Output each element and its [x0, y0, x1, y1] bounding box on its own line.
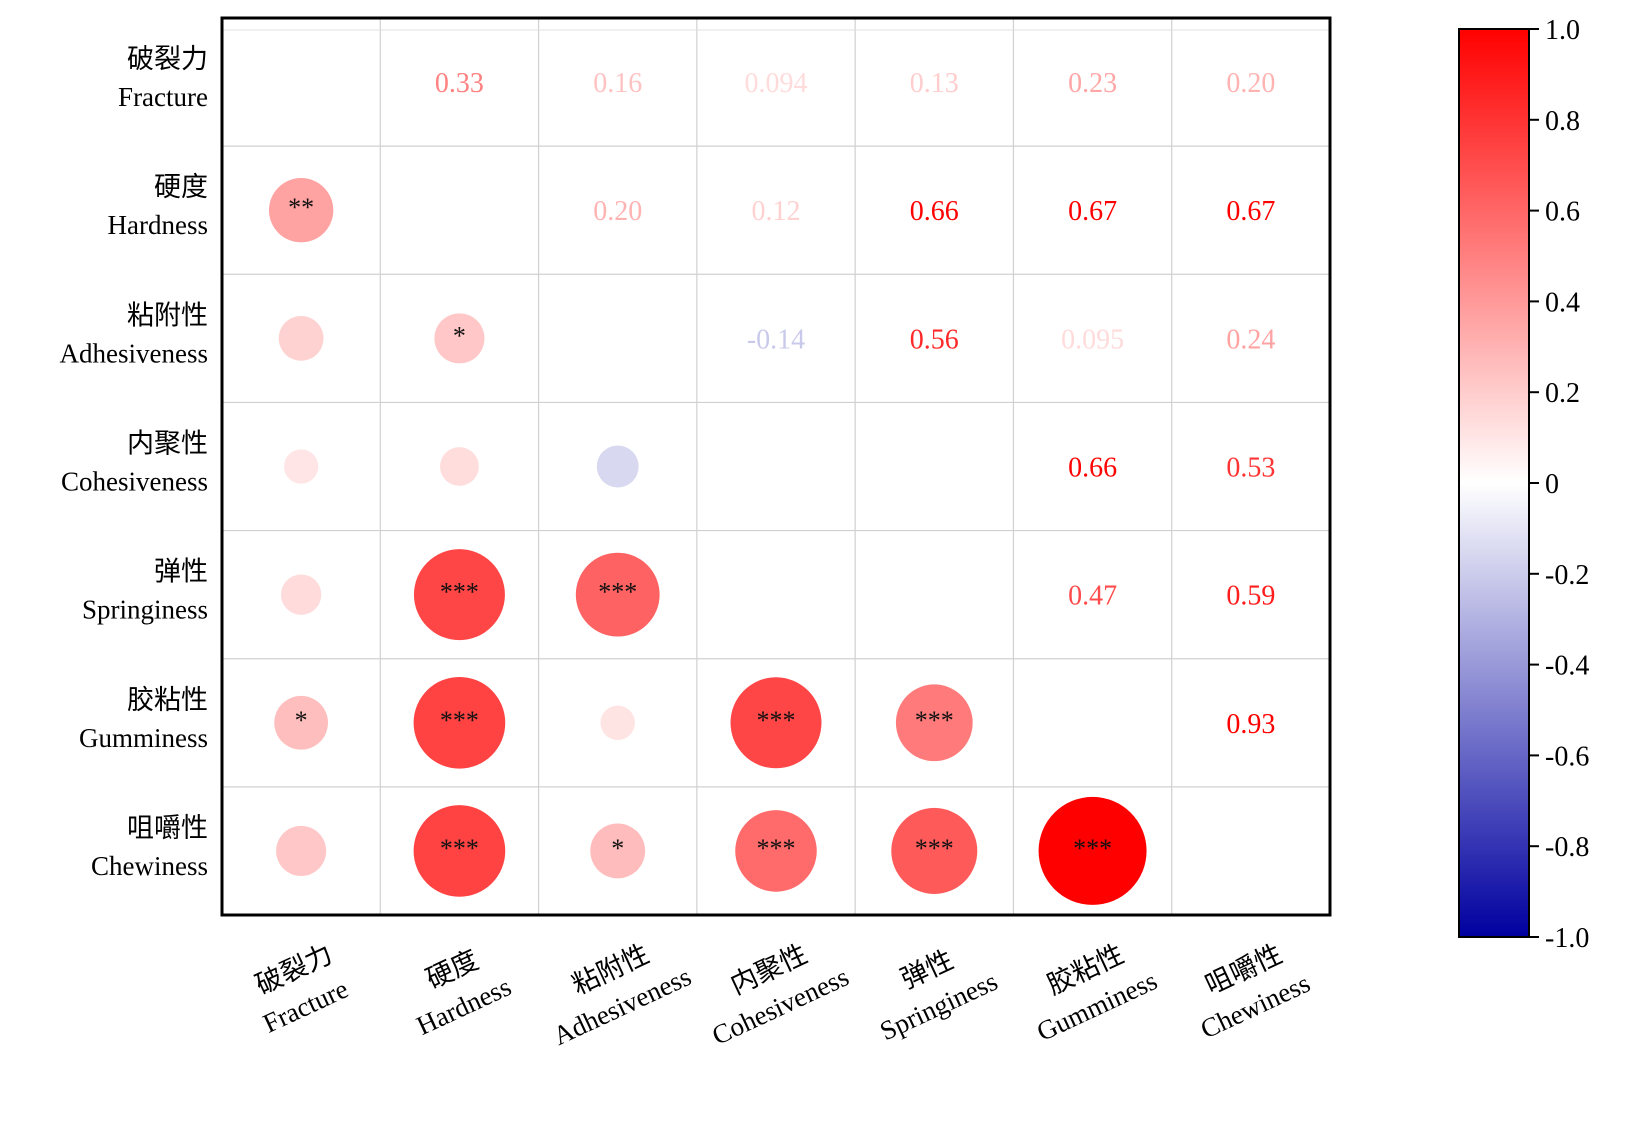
- y-label-en: Chewiness: [91, 851, 208, 881]
- significance-marker: ***: [440, 578, 479, 607]
- corr-value-label: 0.16: [593, 68, 642, 99]
- lower-triangle-circles: ****** **** *** *** ****** * *** *** ***: [268, 178, 1147, 905]
- colorbar-tick-label: 0: [1545, 469, 1559, 500]
- colorbar-tick-label: -0.6: [1545, 741, 1589, 772]
- y-label-en: Adhesiveness: [60, 338, 208, 368]
- corr-circle: [600, 705, 635, 741]
- significance-marker: ***: [1073, 834, 1112, 863]
- corr-value-label: 0.66: [910, 196, 959, 227]
- corr-circle: [590, 823, 646, 879]
- corr-circle: [276, 825, 327, 876]
- significance-marker: ***: [598, 578, 637, 607]
- upper-triangle-labels: 0.33 0.16 0.094 0.13 0.23 0.20 0.20 0.12 0.66 0.6…: [435, 68, 1275, 740]
- corr-value-label: 0.67: [1068, 196, 1117, 227]
- colorbar: 1.0 0.8 0.6 0.4 0.2 0 -0.2 -0.4 -0.6 -0.8 -1.0: [1458, 15, 1589, 954]
- corr-value-label: 0.33: [435, 68, 484, 99]
- significance-marker: ***: [757, 834, 796, 863]
- colorbar-tick-label: 1.0: [1545, 15, 1580, 46]
- colorbar-tick-label: 0.6: [1545, 197, 1580, 228]
- y-label-zh: 咀嚼性: [127, 813, 208, 843]
- significance-marker: ***: [915, 834, 954, 863]
- corr-value-label: 0.12: [752, 196, 801, 227]
- corr-value-label: 0.56: [910, 324, 959, 355]
- significance-marker: **: [288, 193, 314, 222]
- corr-value-label: 0.094: [745, 68, 808, 99]
- corr-circle: [895, 684, 973, 762]
- colorbar-gradient: [1458, 28, 1530, 938]
- corr-circle: [283, 449, 319, 484]
- corr-value-label: 0.53: [1226, 453, 1275, 484]
- corr-circle: [575, 552, 660, 637]
- y-axis-labels: 破裂力 Fracture 硬度 Hardness 粘附性 Adhesiveness 内聚性 C…: [60, 44, 208, 881]
- corr-circle: [735, 810, 817, 892]
- corr-value-label: 0.93: [1226, 709, 1275, 740]
- colorbar-tick-label: 0.2: [1545, 378, 1580, 409]
- significance-marker: *: [453, 321, 466, 350]
- significance-marker: *: [295, 706, 308, 735]
- corr-circle: [268, 178, 334, 243]
- y-label-en: Springiness: [82, 595, 208, 625]
- corr-value-label: 0.47: [1068, 581, 1117, 612]
- corr-circle: [596, 445, 639, 488]
- corr-circle: [891, 807, 978, 894]
- colorbar-tick-label: 0.4: [1545, 287, 1580, 318]
- corr-circle: [278, 315, 324, 361]
- y-label-zh: 破裂力: [127, 44, 208, 74]
- colorbar-tick-label: -0.2: [1545, 560, 1589, 591]
- corr-value-label: 0.095: [1061, 324, 1124, 355]
- corr-value-label: -0.14: [747, 324, 805, 355]
- corr-value-label: 0.59: [1226, 581, 1275, 612]
- significance-marker: ***: [757, 706, 796, 735]
- corr-circle: [413, 676, 506, 769]
- corr-value-label: 0.13: [910, 68, 959, 99]
- corr-circle: [280, 574, 322, 615]
- corr-circle: [413, 805, 506, 897]
- corr-value-label: 0.24: [1226, 324, 1275, 355]
- corr-circle: [1038, 796, 1147, 905]
- y-label-zh: 内聚性: [127, 429, 208, 459]
- corr-circle: [730, 677, 822, 769]
- significance-marker: ***: [915, 706, 954, 735]
- y-label-zh: 弹性: [154, 557, 208, 587]
- y-label-en: Gumminess: [79, 723, 208, 753]
- corr-circle: [440, 447, 479, 486]
- grid-lines: [222, 18, 1330, 915]
- y-label-zh: 硬度: [154, 172, 208, 202]
- corr-value-label: 0.66: [1068, 453, 1117, 484]
- significance-marker: ***: [440, 706, 479, 735]
- colorbar-tick-label: -1.0: [1545, 923, 1589, 954]
- significance-marker: ***: [440, 834, 479, 863]
- colorbar-tick-label: -0.4: [1545, 651, 1589, 682]
- y-label-zh: 胶粘性: [127, 685, 208, 715]
- corr-value-label: 0.20: [593, 196, 642, 227]
- y-label-en: Cohesiveness: [61, 467, 208, 497]
- corr-circle: [274, 695, 328, 750]
- colorbar-tick-label: 0.8: [1545, 106, 1580, 137]
- corr-circle: [413, 549, 505, 641]
- corr-value-label: 0.23: [1068, 68, 1117, 99]
- corr-value-label: 0.20: [1226, 68, 1275, 99]
- y-label-en: Hardness: [108, 210, 208, 240]
- significance-marker: *: [611, 834, 624, 863]
- y-label-en: Fracture: [118, 82, 208, 112]
- colorbar-tick-label: -0.8: [1545, 832, 1589, 863]
- y-label-zh: 粘附性: [127, 300, 208, 330]
- corr-circle: [434, 313, 485, 364]
- corr-value-label: 0.67: [1226, 196, 1275, 227]
- plot-frame: [220, 16, 1332, 917]
